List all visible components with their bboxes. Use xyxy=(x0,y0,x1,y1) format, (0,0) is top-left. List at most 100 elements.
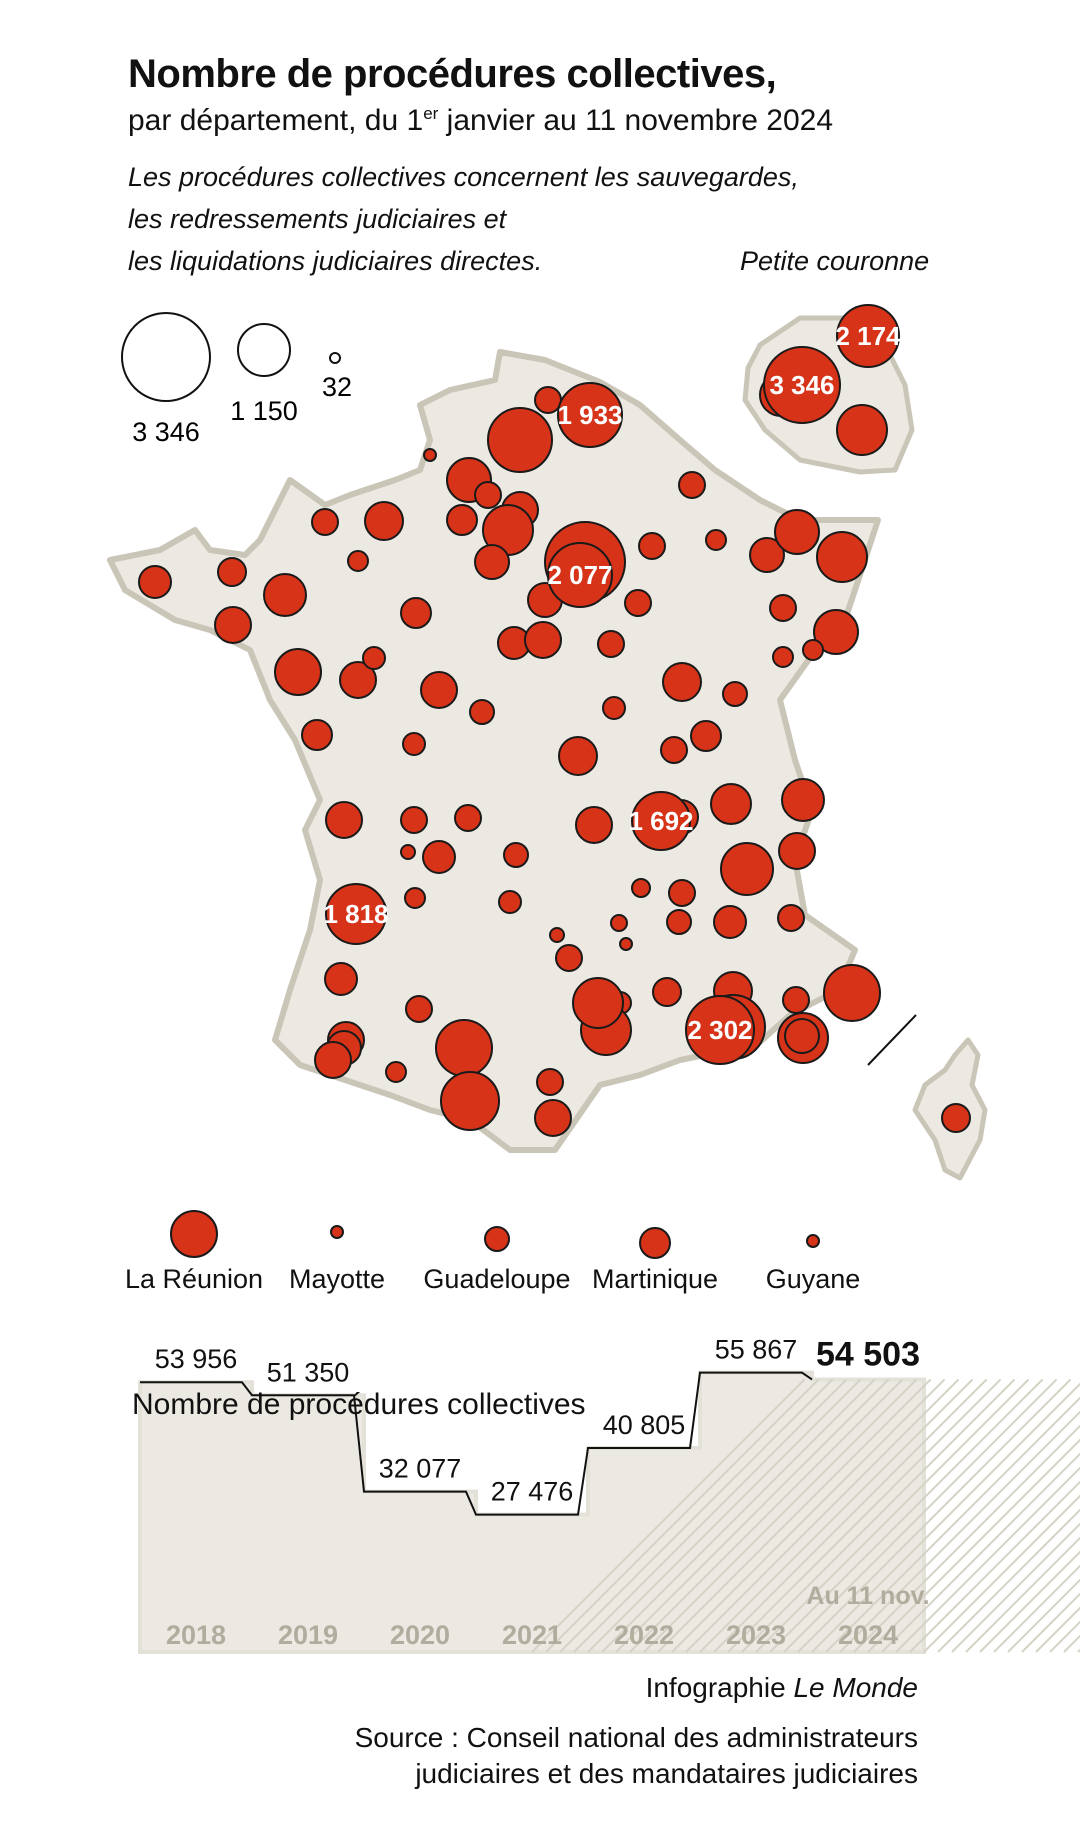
department-bubble xyxy=(624,589,652,617)
department-bubble xyxy=(534,1099,572,1137)
department-bubble-labeled xyxy=(557,382,623,448)
department-bubble xyxy=(769,594,797,622)
credit: Infographie Le Monde xyxy=(645,1672,918,1703)
department-bubble xyxy=(311,508,339,536)
department-bubble xyxy=(710,783,752,825)
department-bubble xyxy=(941,1103,971,1133)
department-bubble xyxy=(347,550,369,572)
department-bubble xyxy=(400,597,432,629)
department-bubble xyxy=(446,504,478,536)
page-subtitle: par département, du 1er janvier au 11 no… xyxy=(128,104,834,137)
hatch-line xyxy=(532,1379,805,1652)
hatch-line xyxy=(672,1379,945,1652)
step-year-label: 2022 xyxy=(614,1620,674,1650)
outremer-circles xyxy=(170,1210,820,1259)
step-value-label: 55 867 xyxy=(715,1335,798,1365)
department-bubble xyxy=(474,481,502,509)
department-bubble xyxy=(777,904,805,932)
outremer-label-martinique: Martinique xyxy=(591,1264,719,1294)
hatch-line xyxy=(1008,1379,1080,1652)
hatch-line xyxy=(700,1379,973,1652)
department-bubble xyxy=(782,986,810,1014)
hatch-line xyxy=(546,1379,819,1652)
hatch-line xyxy=(602,1379,875,1652)
credit-brand: Le Monde xyxy=(793,1672,918,1703)
department-bubble xyxy=(549,927,565,943)
step-line xyxy=(140,1371,813,1516)
department-bubble xyxy=(385,1061,407,1083)
department-bubble xyxy=(749,537,785,573)
hatch-line xyxy=(896,1379,1080,1652)
department-bubble-labeled xyxy=(547,542,613,608)
department-bubble xyxy=(314,1041,352,1079)
department-bubble xyxy=(402,732,426,756)
hatch-line xyxy=(840,1379,1080,1652)
step-value-label: 27 476 xyxy=(491,1477,574,1507)
department-bubble xyxy=(454,804,482,832)
outremer-bubble xyxy=(639,1227,671,1259)
department-bubble xyxy=(420,671,458,709)
hatch-line xyxy=(616,1379,889,1652)
hatch-line xyxy=(826,1379,1080,1652)
department-bubble xyxy=(217,557,247,587)
department-bubble-labeled xyxy=(763,346,841,424)
department-bubble-value: 1 692 xyxy=(628,806,693,836)
department-bubble-value: 1 933 xyxy=(557,400,622,430)
department-bubble xyxy=(602,696,626,720)
department-bubble xyxy=(713,905,747,939)
department-bubble xyxy=(638,532,666,560)
department-bubble-labeled xyxy=(685,995,755,1065)
department-bubble xyxy=(474,544,510,580)
department-bubble xyxy=(423,448,437,462)
department-bubble xyxy=(631,878,651,898)
source-line-2: judiciaires et des mandataires judiciair… xyxy=(415,1758,918,1789)
hatch-line xyxy=(560,1379,833,1652)
hatch-line xyxy=(798,1379,1071,1652)
department-bubble xyxy=(836,404,888,456)
step-year-label: 2020 xyxy=(390,1620,450,1650)
department-bubble xyxy=(705,529,727,551)
department-bubble xyxy=(339,661,377,699)
department-bubble xyxy=(362,646,386,670)
department-bubble xyxy=(772,646,794,668)
legend-label-small: 32 xyxy=(322,372,352,402)
department-bubble xyxy=(440,1071,500,1131)
hatch-line xyxy=(742,1379,1015,1652)
department-bubble xyxy=(784,1018,820,1054)
hatch-line xyxy=(658,1379,931,1652)
outremer-label-guadeloupe: Guadeloupe xyxy=(423,1264,571,1294)
hatch-line xyxy=(574,1379,847,1652)
department-bubble xyxy=(668,879,696,907)
department-bubble xyxy=(575,806,613,844)
department-bubble xyxy=(325,801,363,839)
hatch-line xyxy=(756,1379,1029,1652)
outremer-bubble xyxy=(170,1210,218,1258)
step-value-label: 51 350 xyxy=(267,1357,350,1387)
department-bubble xyxy=(469,699,495,725)
department-bubble xyxy=(597,630,625,658)
department-bubble xyxy=(823,964,881,1022)
department-bubble xyxy=(400,806,428,834)
hatch-line xyxy=(924,1379,1080,1652)
hatch-line xyxy=(714,1379,987,1652)
hatch-line xyxy=(938,1379,1080,1652)
step-year-label: 2021 xyxy=(502,1620,562,1650)
department-bubble xyxy=(781,778,825,822)
department-bubble xyxy=(816,531,868,583)
chart-title: Nombre de procédures collectives xyxy=(132,1388,586,1421)
legend-circle-large xyxy=(121,312,211,402)
department-bubble xyxy=(555,944,583,972)
outremer-bubble xyxy=(484,1226,510,1252)
department-bubble xyxy=(214,606,252,644)
hatch-line xyxy=(910,1379,1080,1652)
step-hatch-2024 xyxy=(532,1379,1080,1652)
petite-couronne-label: Petite couronne xyxy=(740,246,930,276)
department-bubble xyxy=(364,501,404,541)
department-bubble xyxy=(404,887,426,909)
department-bubble xyxy=(487,407,553,473)
department-bubble-labeled xyxy=(325,883,387,945)
step-year-label: 2024 xyxy=(838,1620,898,1650)
hatch-line xyxy=(882,1379,1080,1652)
evolution-chart: 53 956 51 350 32 077 27 476 40 805 55 867 54 5… xyxy=(138,1335,1080,1654)
